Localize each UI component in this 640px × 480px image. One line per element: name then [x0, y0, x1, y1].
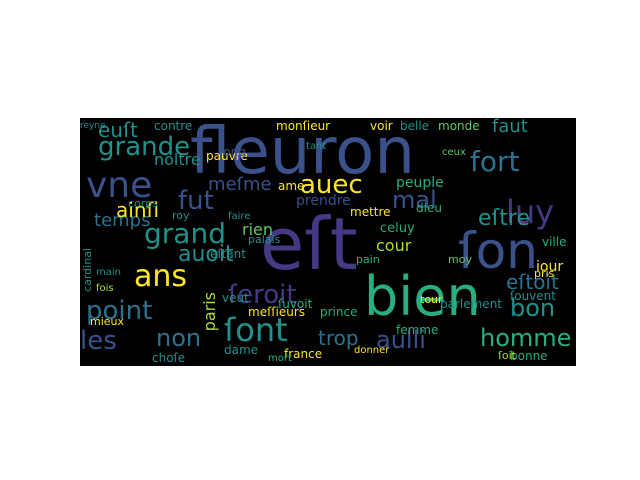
word: contre: [154, 119, 193, 133]
word: bonne: [510, 349, 548, 363]
word: noltre: [154, 150, 201, 169]
word: pain: [356, 253, 380, 266]
word: bien: [364, 265, 481, 328]
word: palais: [248, 233, 281, 246]
word: corps: [128, 197, 159, 210]
word: non: [156, 324, 202, 352]
word: mieux: [90, 315, 125, 328]
word: donner: [354, 345, 390, 356]
word: celuy: [380, 221, 415, 236]
word: homme: [480, 324, 572, 352]
word: ſeroit: [228, 280, 297, 310]
word: roy: [172, 209, 190, 222]
word: bon: [510, 294, 556, 322]
word: iour: [536, 259, 564, 275]
word: luy: [506, 193, 555, 231]
word: vne: [86, 165, 153, 206]
word: choſe: [152, 351, 186, 365]
word: ainſi: [116, 198, 160, 222]
word: meſme: [208, 174, 272, 195]
word: fort: [470, 145, 520, 178]
word: mal: [392, 186, 437, 214]
word: ame: [278, 179, 305, 193]
word: mettre: [350, 205, 391, 219]
word: ans: [134, 259, 188, 294]
word: ville: [542, 235, 567, 249]
word: veut: [222, 291, 249, 305]
word: rien: [242, 220, 274, 239]
word: aulli: [376, 326, 426, 354]
word: ſont: [224, 311, 288, 349]
word: mort: [268, 353, 292, 364]
word: auoit: [178, 242, 234, 267]
word: france: [284, 347, 323, 361]
word-cloud: fleuron eſt ſon bien vne luy auec fort g…: [80, 118, 576, 366]
word: paris: [200, 292, 219, 332]
word: reyne: [80, 121, 106, 131]
word: ſuvoit: [278, 297, 313, 311]
word: euſt: [98, 118, 138, 142]
word: fleuron: [190, 118, 415, 189]
word: femme: [396, 323, 439, 337]
word: parlement: [440, 297, 503, 311]
word: tour: [420, 293, 443, 306]
word: long: [220, 145, 246, 159]
word: tant: [306, 141, 327, 152]
word: pauvre: [206, 149, 248, 163]
word: point: [86, 296, 153, 326]
word: dame: [224, 343, 259, 357]
word: fois: [96, 283, 114, 294]
word: ſouvent: [510, 289, 556, 303]
word: grande: [98, 132, 191, 162]
word: eſtoit: [506, 270, 559, 294]
word: grand: [144, 217, 226, 250]
word: monſieur: [276, 119, 331, 133]
word: temps: [94, 210, 151, 231]
word: ſoit: [498, 349, 516, 362]
word: meſſieurs: [248, 305, 306, 319]
word: ceux: [442, 147, 466, 158]
word: ſon: [458, 222, 538, 280]
word: belle: [400, 119, 430, 133]
word: moy: [448, 253, 472, 266]
word: les: [80, 326, 117, 356]
word: main: [96, 267, 121, 278]
word: eſt: [260, 202, 358, 286]
word: peuple: [396, 175, 444, 191]
word: trop: [318, 326, 359, 350]
word: auec: [300, 170, 363, 200]
word: cour: [376, 236, 412, 255]
word: prince: [320, 305, 358, 319]
word: eſtre: [478, 206, 531, 231]
word: eſtant: [210, 247, 246, 261]
word: prendre: [296, 193, 351, 209]
word: cardinal: [81, 248, 94, 292]
word: faut: [492, 118, 528, 137]
word: dieu: [416, 201, 442, 215]
word: faire: [228, 211, 251, 222]
word: monde: [438, 119, 480, 133]
word: fut: [178, 186, 214, 216]
word: pris: [534, 267, 555, 280]
word: voir: [370, 119, 393, 133]
